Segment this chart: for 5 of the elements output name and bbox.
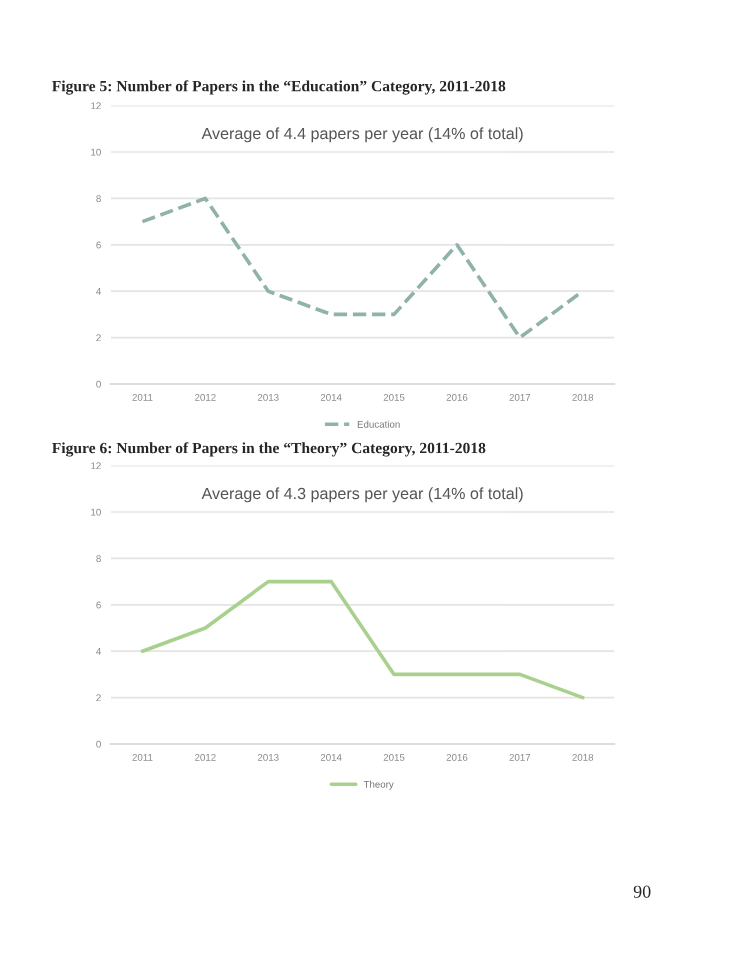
text: Average of 4.3 papers per year (14% of total) <box>201 487 523 503</box>
text: Average of 4.4 papers per year (14% of total) <box>201 127 523 143</box>
line-series <box>140 579 585 700</box>
text: 90 <box>633 885 651 898</box>
line-series <box>140 196 585 340</box>
